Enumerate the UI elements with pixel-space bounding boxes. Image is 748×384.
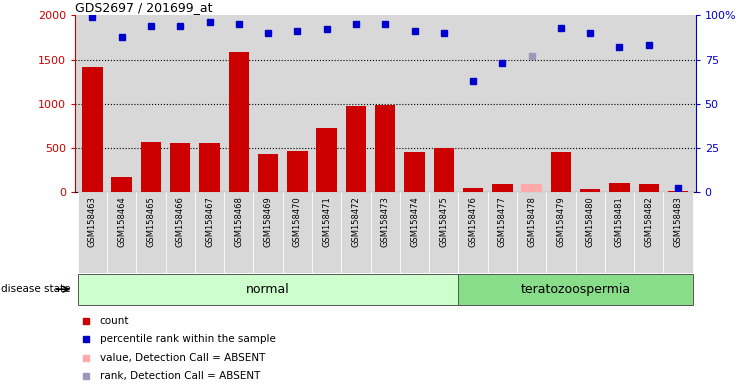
Bar bbox=[434, 148, 454, 192]
FancyBboxPatch shape bbox=[78, 274, 459, 306]
Text: GSM158482: GSM158482 bbox=[644, 196, 653, 247]
Text: teratozoospermia: teratozoospermia bbox=[521, 283, 631, 296]
Bar bbox=[258, 154, 278, 192]
Bar bbox=[463, 188, 483, 192]
Bar bbox=[551, 152, 571, 192]
FancyBboxPatch shape bbox=[605, 192, 634, 273]
FancyBboxPatch shape bbox=[634, 192, 663, 273]
Text: GSM158481: GSM158481 bbox=[615, 196, 624, 247]
Bar bbox=[170, 142, 191, 192]
FancyBboxPatch shape bbox=[459, 192, 488, 273]
Text: value, Detection Call = ABSENT: value, Detection Call = ABSENT bbox=[99, 353, 265, 363]
Text: GSM158463: GSM158463 bbox=[88, 196, 97, 247]
Bar bbox=[346, 106, 367, 192]
Text: percentile rank within the sample: percentile rank within the sample bbox=[99, 334, 275, 344]
Text: GSM158469: GSM158469 bbox=[263, 196, 272, 247]
FancyBboxPatch shape bbox=[341, 192, 370, 273]
Bar bbox=[521, 184, 542, 192]
Text: normal: normal bbox=[246, 283, 290, 296]
Bar bbox=[82, 66, 102, 192]
FancyBboxPatch shape bbox=[429, 192, 459, 273]
FancyBboxPatch shape bbox=[195, 192, 224, 273]
Text: GSM158471: GSM158471 bbox=[322, 196, 331, 247]
Bar bbox=[229, 51, 249, 192]
Text: GSM158479: GSM158479 bbox=[557, 196, 565, 247]
Text: GSM158483: GSM158483 bbox=[673, 196, 683, 247]
Text: GSM158467: GSM158467 bbox=[205, 196, 214, 247]
Text: GSM158473: GSM158473 bbox=[381, 196, 390, 247]
Bar bbox=[287, 151, 307, 192]
Text: GSM158465: GSM158465 bbox=[147, 196, 156, 247]
FancyBboxPatch shape bbox=[517, 192, 546, 273]
FancyBboxPatch shape bbox=[136, 192, 165, 273]
Text: disease state: disease state bbox=[1, 284, 71, 294]
FancyBboxPatch shape bbox=[78, 192, 107, 273]
Text: GSM158478: GSM158478 bbox=[527, 196, 536, 247]
Text: GSM158468: GSM158468 bbox=[234, 196, 243, 247]
Bar bbox=[199, 142, 220, 192]
Bar bbox=[639, 184, 659, 192]
FancyBboxPatch shape bbox=[400, 192, 429, 273]
Bar bbox=[580, 189, 601, 192]
FancyBboxPatch shape bbox=[254, 192, 283, 273]
Bar bbox=[492, 184, 512, 192]
Bar bbox=[610, 183, 630, 192]
Text: GDS2697 / 201699_at: GDS2697 / 201699_at bbox=[75, 1, 212, 14]
Bar bbox=[668, 191, 688, 192]
FancyBboxPatch shape bbox=[459, 274, 693, 306]
FancyBboxPatch shape bbox=[283, 192, 312, 273]
Bar bbox=[375, 105, 396, 192]
Text: GSM158474: GSM158474 bbox=[410, 196, 419, 247]
FancyBboxPatch shape bbox=[370, 192, 400, 273]
FancyBboxPatch shape bbox=[663, 192, 693, 273]
Text: rank, Detection Call = ABSENT: rank, Detection Call = ABSENT bbox=[99, 371, 260, 381]
Text: GSM158476: GSM158476 bbox=[468, 196, 477, 247]
Text: GSM158472: GSM158472 bbox=[352, 196, 361, 247]
Bar bbox=[404, 152, 425, 192]
Bar bbox=[316, 127, 337, 192]
Bar bbox=[111, 177, 132, 192]
FancyBboxPatch shape bbox=[107, 192, 136, 273]
Text: count: count bbox=[99, 316, 129, 326]
Text: GSM158464: GSM158464 bbox=[117, 196, 126, 247]
FancyBboxPatch shape bbox=[488, 192, 517, 273]
FancyBboxPatch shape bbox=[546, 192, 575, 273]
Text: GSM158477: GSM158477 bbox=[498, 196, 507, 247]
FancyBboxPatch shape bbox=[312, 192, 341, 273]
FancyBboxPatch shape bbox=[575, 192, 605, 273]
Bar bbox=[141, 142, 161, 192]
FancyBboxPatch shape bbox=[224, 192, 254, 273]
Text: GSM158480: GSM158480 bbox=[586, 196, 595, 247]
Text: GSM158470: GSM158470 bbox=[293, 196, 302, 247]
Text: GSM158475: GSM158475 bbox=[439, 196, 448, 247]
Text: GSM158466: GSM158466 bbox=[176, 196, 185, 247]
FancyBboxPatch shape bbox=[165, 192, 195, 273]
